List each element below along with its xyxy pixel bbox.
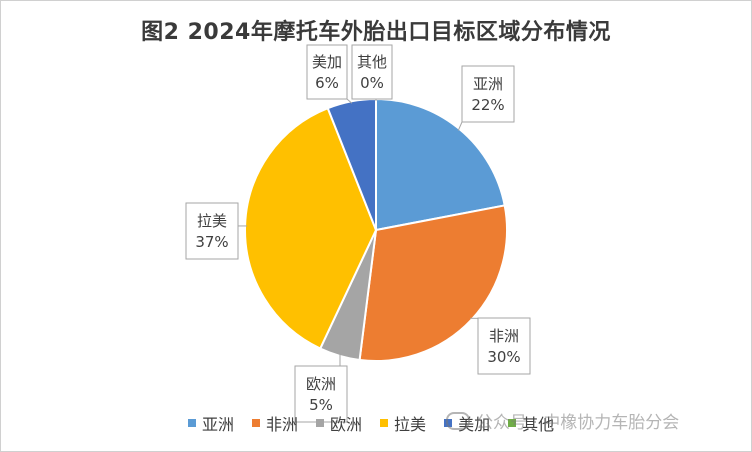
callout-leader-0 [457,121,463,131]
legend-swatch-0 [188,419,196,427]
legend-swatch-5 [508,419,517,427]
legend-item-3: 拉美 [380,411,426,435]
watermark: 公众号 · 中橡协力车胎分会 [446,408,679,433]
callout-value-2: 5% [309,396,333,414]
legend-swatch-3 [380,419,389,427]
legend-label-4: 美加 [458,415,491,434]
callout-label-3: 拉美 [197,212,227,230]
callout-value-4: 6% [315,74,339,92]
callout-box-5 [351,44,393,100]
callout-label-1: 非洲 [489,327,519,345]
callout-box-1 [477,317,531,375]
callout-value-1: 30% [487,348,520,366]
legend-item-5: 其他 [508,411,554,435]
legend-label-0: 亚洲 [202,415,235,434]
callout-box-4 [306,44,348,100]
watermark-text: 公众号 · 中橡协力车胎分会 [476,413,680,433]
legend-label-5: 其他 [522,415,555,434]
wechat-icon [446,411,470,430]
legend-label-2: 欧洲 [330,415,363,434]
legend-item-1: 非洲 [252,411,298,435]
pie-slice-0 [375,97,506,232]
legend-label-1: 非洲 [266,415,299,434]
legend-swatch-1 [252,419,261,427]
chart-title: 图2 2024年摩托车外胎出口目标区域分布情况 [141,20,611,45]
callout-leader-4 [346,98,353,104]
callout-box-0 [461,65,515,123]
callout-value-3: 37% [195,233,228,251]
legend-item-0: 亚洲 [188,411,234,435]
callout-box-2 [294,365,348,423]
pie-slice-1 [358,204,508,362]
legend-swatch-2 [316,419,325,427]
callout-label-0: 亚洲 [473,75,503,93]
callout-label-2: 欧洲 [306,375,336,393]
callout-label-4: 美加 [312,53,342,71]
callout-value-0: 22% [471,96,504,114]
callout-label-5: 其他 [357,53,387,71]
callout-value-5: 0% [360,74,384,92]
callout-box-3 [185,202,239,260]
legend-item-2: 欧洲 [316,411,362,435]
legend-label-3: 拉美 [394,415,427,434]
